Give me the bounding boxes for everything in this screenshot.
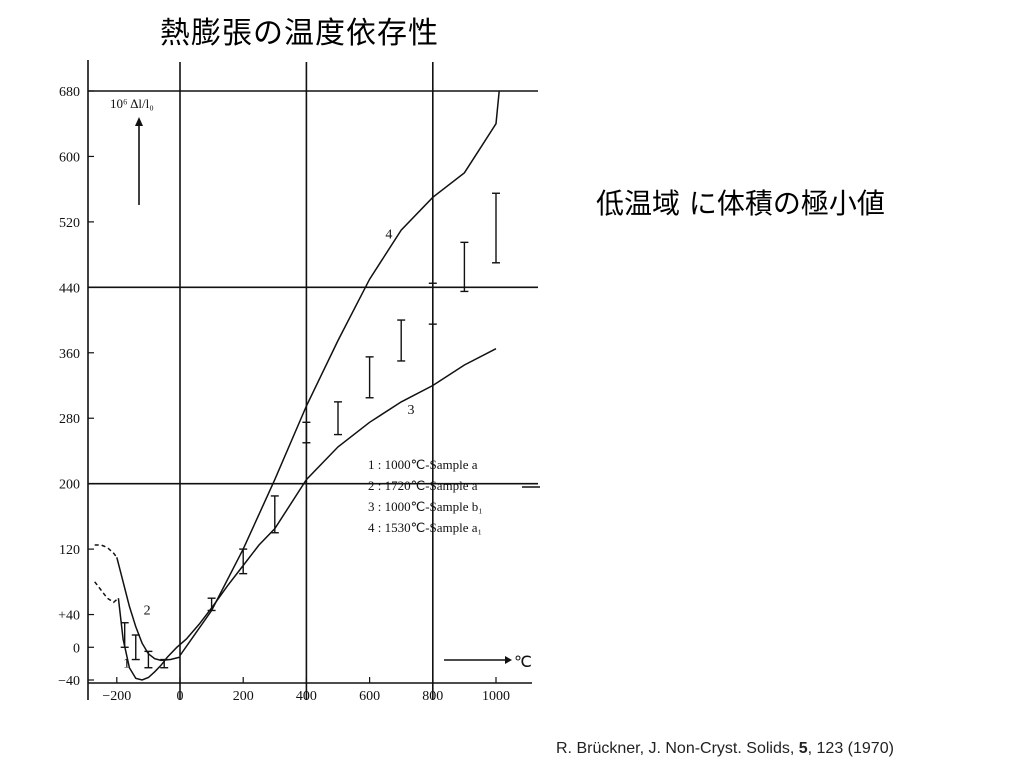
y-tick-label: 280 (59, 412, 80, 427)
curve-label-4: 4 (385, 227, 392, 242)
side-note: 低温域 に体積の極小値 (596, 187, 885, 220)
y-tick-label: −40 (58, 674, 80, 689)
curve-label-1: 1 (123, 657, 130, 672)
y-axis-label: 10⁶ Δl/l₀ (110, 96, 154, 111)
series-line-2-dashed- (94, 544, 118, 558)
ticks-layer: −40 0 +40 120 200 280 360 440 520 600 680 −200 0 200 4… (58, 85, 510, 704)
y-tick-label: 200 (59, 478, 80, 493)
error-bar (270, 495, 279, 534)
y-tick-label: 360 (59, 347, 80, 362)
x-tick-label: −200 (102, 689, 131, 704)
legend: 1 : 1000℃-Sample a 2 : 1720℃-Sample a 3 … (368, 457, 483, 535)
error-bar (428, 282, 437, 325)
error-bar (131, 634, 140, 661)
error-bar (365, 356, 374, 399)
x-tick-label: 1000 (482, 689, 510, 704)
error-bar (207, 597, 216, 612)
error-bar (334, 401, 342, 436)
legend-entry-2: 2 : 1720℃-Sample a (368, 478, 478, 493)
x-axis-arrow-head (505, 656, 512, 664)
legend-entry-4: 4 : 1530℃-Sample a₁ (368, 520, 482, 535)
labels-layer: 10⁶ Δl/l₀ ℃ 1 2 3 4 (110, 96, 532, 672)
x-tick-label: 0 (177, 689, 184, 704)
grid-layer (88, 62, 538, 700)
citation: R. Brückner, J. Non-Cryst. Solids, 5, 12… (556, 740, 894, 758)
y-tick-label: 120 (59, 543, 80, 558)
y-tick-label: 0 (73, 641, 80, 656)
curve-label-3: 3 (408, 403, 415, 418)
slide-title: 熱膨張の温度依存性 (160, 16, 439, 51)
series-line-1-dashed- (94, 581, 119, 604)
legend-entry-3: 3 : 1000℃-Sample b₁ (368, 499, 483, 514)
series-line-1 (117, 348, 497, 681)
y-tick-label: 440 (59, 281, 80, 296)
error-bar (460, 241, 469, 293)
citation-authors: R. Brückner, J. Non-Cryst. Solids, (556, 740, 799, 757)
error-bar (144, 650, 153, 669)
error-bar (239, 548, 248, 575)
error-bar (302, 421, 311, 444)
x-tick-label: 600 (359, 689, 380, 704)
error-bar (492, 192, 500, 264)
citation-rest: , 123 (1970) (807, 740, 894, 757)
x-tick-label: 200 (233, 689, 254, 704)
error-bar (397, 319, 406, 362)
x-axis-label: ℃ (514, 654, 532, 671)
series-layer (94, 90, 500, 681)
errorbar-layer (120, 192, 500, 669)
y-tick-label: 680 (59, 85, 80, 100)
citation-volume: 5 (798, 740, 808, 757)
legend-entry-1: 1 : 1000℃-Sample a (368, 457, 478, 472)
y-tick-label: 520 (59, 216, 80, 231)
y-tick-label: +40 (58, 609, 80, 624)
curve-label-2: 2 (144, 604, 151, 619)
axes-layer (87, 60, 540, 700)
x-tick-label: 400 (296, 689, 317, 704)
error-bar (160, 658, 169, 669)
x-tick-label: 800 (422, 689, 443, 704)
y-tick-label: 600 (59, 150, 80, 165)
y-axis-arrow-head (135, 117, 143, 126)
error-bar (120, 622, 129, 648)
